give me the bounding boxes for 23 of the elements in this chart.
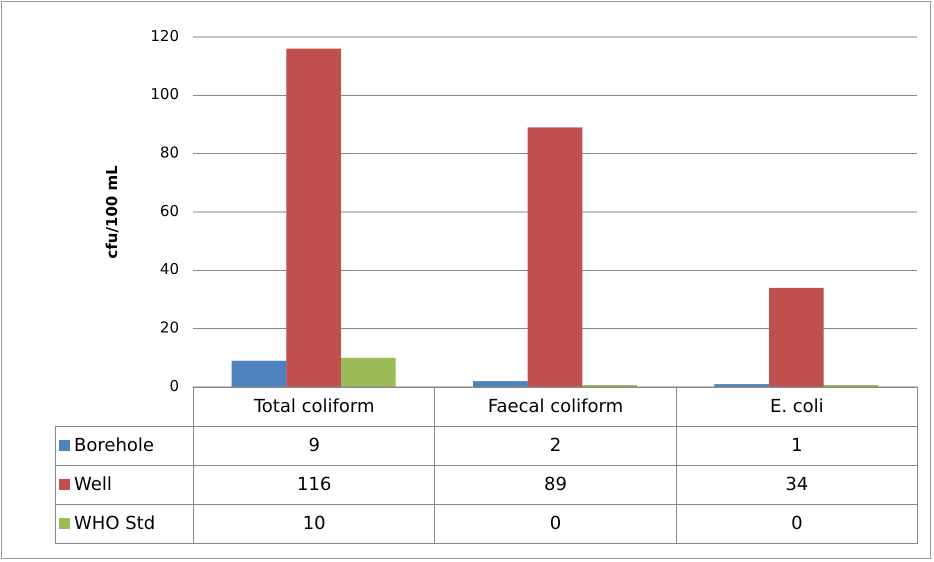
y-tick-label: 0 [169,376,179,395]
data-label: 9 [194,426,435,465]
data-label: 34 [676,465,918,504]
y-tick-label: 20 [160,318,179,337]
data-label: 0 [434,504,676,543]
legend-label: Well [74,474,112,495]
data-label: 116 [194,465,435,504]
x-tick-label: Faecal coliform [434,388,676,426]
data-label: 1 [676,426,918,465]
y-tick-label: 80 [160,144,179,162]
y-tick-label: 40 [160,260,179,278]
x-tick-label: E. coli [676,388,918,426]
x-tick-label: Total coliform [194,388,435,426]
data-label: 0 [676,504,918,543]
data-label: 2 [434,426,676,465]
data-label: 10 [194,504,435,543]
y-tick-label: 60 [160,202,179,220]
data-label: 89 [434,465,676,504]
y-axis-title: cfu/100 mL [102,164,121,259]
y-tick-label: 120 [150,26,179,45]
legend-label: Borehole [74,435,154,456]
y-tick-label: 100 [150,85,179,104]
legend-label: WHO Std [74,513,156,534]
